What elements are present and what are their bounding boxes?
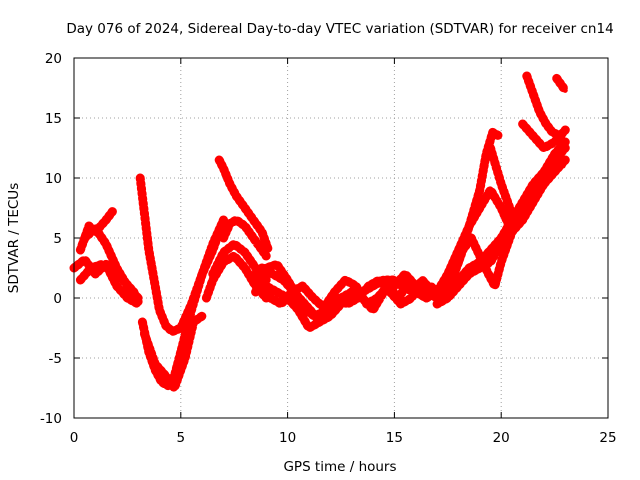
series-track-23 (522, 71, 566, 141)
series-track-8 (201, 251, 271, 303)
series-plus-markers (486, 137, 570, 225)
y-tick-label: 15 (45, 111, 62, 127)
x-axis: 0 5 10 15 20 25 (70, 58, 617, 446)
y-tick-label: -5 (49, 351, 62, 367)
series-plus-markers (257, 263, 448, 321)
series-track-10 (219, 215, 271, 261)
x-tick-label: 25 (599, 430, 616, 446)
series-plus-markers (219, 215, 271, 261)
series-plus-markers (214, 155, 273, 255)
y-tick-label: 0 (53, 291, 62, 307)
series-plus-markers (552, 73, 570, 95)
series-track-11 (214, 155, 273, 255)
x-axis-label: GPS time / hours (283, 459, 396, 475)
x-tick-label: 20 (493, 430, 510, 446)
x-tick-label: 10 (279, 430, 296, 446)
series-track-24 (552, 73, 570, 95)
y-tick-label: -10 (40, 411, 62, 427)
x-tick-label: 15 (386, 430, 403, 446)
series-plus-markers (140, 311, 207, 393)
x-tick-label: 0 (70, 430, 79, 446)
y-axis: -10 -5 0 5 10 15 20 (40, 51, 608, 427)
series-plus-markers (80, 223, 143, 303)
series-track-21 (486, 137, 570, 225)
y-tick-label: 5 (53, 231, 62, 247)
series-plus-markers (432, 155, 570, 309)
series-track-4 (80, 223, 143, 303)
y-tick-label: 20 (45, 51, 62, 67)
x-tick-label: 5 (177, 430, 186, 446)
series-layer (69, 71, 570, 393)
series-track-18 (432, 155, 570, 309)
series-plus-markers (522, 71, 566, 141)
series-track-15 (257, 263, 448, 321)
series-track-7 (140, 311, 207, 393)
y-tick-label: 10 (45, 171, 62, 187)
series-plus-markers (201, 251, 271, 303)
chart-title: Day 076 of 2024, Sidereal Day-to-day VTE… (66, 21, 613, 37)
grid (74, 58, 608, 418)
y-axis-label: SDTVAR / TECUs (6, 183, 22, 293)
